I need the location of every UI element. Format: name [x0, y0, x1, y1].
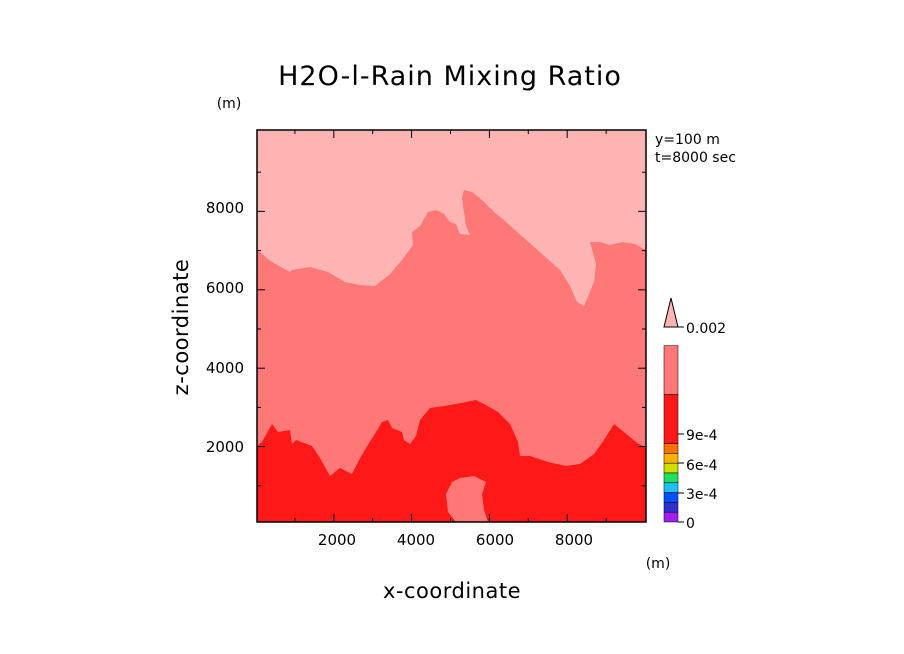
- colorbar-segment: [663, 502, 679, 513]
- colorbar-segment: [663, 511, 679, 523]
- plot-area: [256, 129, 647, 523]
- annotation-t: t=8000 sec: [655, 150, 736, 166]
- chart-title: H2O-l-Rain Mixing Ratio: [278, 61, 622, 92]
- y-tick-label-2000: 2000: [206, 438, 244, 456]
- y-axis-label: z-coordinate: [169, 259, 193, 396]
- region-low: [257, 400, 646, 522]
- colorbar-label-0.002: 0.002: [686, 321, 726, 337]
- plot-frame: [256, 129, 647, 523]
- colorbar-extend-arrow: [663, 297, 679, 328]
- colorbar-segment: [663, 443, 679, 454]
- y-unit-label: (m): [217, 96, 242, 112]
- x-axis-ticks: [294, 130, 607, 522]
- colorbar-segment: [663, 394, 679, 444]
- colorbar-label-6e-4: 6e-4: [686, 458, 718, 474]
- colorbar: [663, 297, 684, 523]
- annotation-y: y=100 m: [655, 132, 720, 148]
- x-axis-label: x-coordinate: [383, 579, 521, 603]
- colorbar-segment: [663, 472, 679, 484]
- colorbar-label-3e-4: 3e-4: [686, 487, 718, 503]
- x-tick-label-6000: 6000: [476, 531, 514, 549]
- x-tick-label-8000: 8000: [555, 531, 593, 549]
- colorbar-label-0: 0: [686, 516, 695, 532]
- x-tick-label-4000: 4000: [397, 531, 435, 549]
- region-mid: [257, 190, 646, 522]
- x-unit-label: (m): [646, 556, 671, 572]
- colorbar-segment: [663, 345, 679, 395]
- y-tick-label-8000: 8000: [206, 199, 244, 217]
- region-pocket: [446, 476, 488, 522]
- y-tick-label-4000: 4000: [206, 359, 244, 377]
- colorbar-label-9e-4: 9e-4: [686, 428, 718, 444]
- x-tick-label-2000: 2000: [318, 531, 356, 549]
- y-axis-ticks: [257, 171, 646, 487]
- colorbar-segment: [663, 482, 679, 493]
- colorbar-segment: [663, 453, 679, 464]
- y-tick-label-6000: 6000: [206, 279, 244, 297]
- colorbar-segment: [663, 462, 679, 474]
- colorbar-segment: [663, 492, 679, 503]
